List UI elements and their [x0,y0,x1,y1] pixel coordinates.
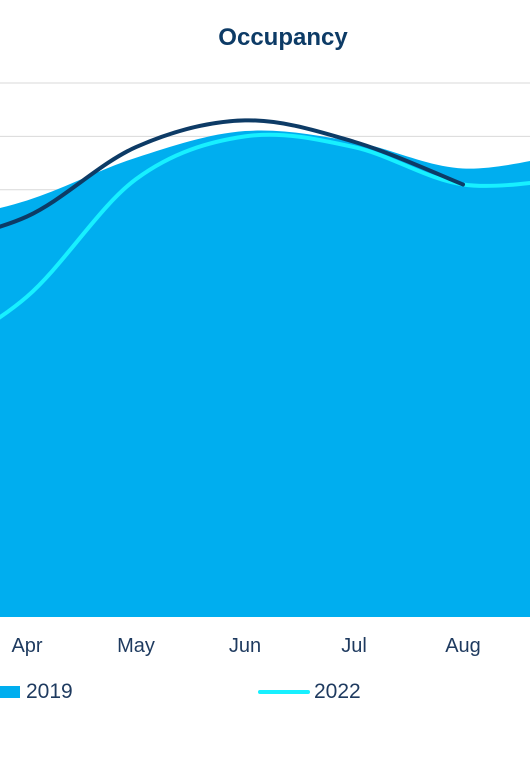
legend-label-2022: 2022 [314,680,361,703]
x-tick-label: May [117,635,155,657]
legend-label-2019: 2019 [26,680,73,703]
line-dark-series [0,118,465,229]
x-tick-label: Aug [445,635,481,657]
x-axis-tick-labels: Apr May Jun Jul Aug [11,635,480,657]
area-2019 [0,130,530,617]
legend-item-2019: 2019 [0,680,73,704]
x-tick-label: Jul [341,635,367,657]
x-tick-label: Apr [11,635,42,657]
legend-swatch-2019 [0,686,20,698]
chart-title: Occupancy [218,24,348,51]
legend-swatch-2022 [258,690,310,694]
legend-item-2022: 2022 [258,680,361,704]
x-tick-label: Jun [229,635,261,657]
legend: 2019 2022 [0,680,530,710]
